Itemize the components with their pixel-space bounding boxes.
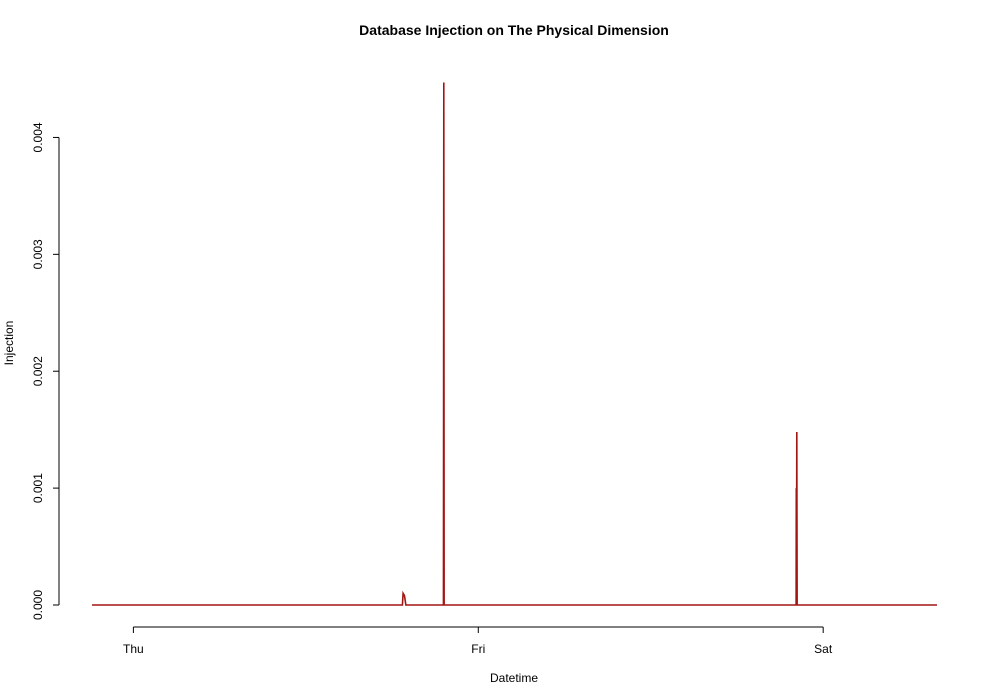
y-tick-label: 0.004 [31,122,45,152]
y-tick-label: 0.000 [31,590,45,620]
series-line [92,82,937,606]
y-axis: 0.000 0.001 0.002 0.003 0.004 [31,122,60,620]
x-tick-label: Sat [814,642,833,656]
x-axis: Thu Fri Sat [123,626,833,656]
x-axis-label: Datetime [490,671,538,685]
chart-title: Database Injection on The Physical Dimen… [359,22,669,38]
y-tick-label: 0.002 [31,356,45,386]
x-tick-label: Fri [471,642,485,656]
plot-area [92,82,937,606]
y-axis-label: Injection [2,321,16,366]
y-tick-label: 0.001 [31,473,45,503]
y-tick-label: 0.003 [31,239,45,269]
x-tick-label: Thu [123,642,144,656]
